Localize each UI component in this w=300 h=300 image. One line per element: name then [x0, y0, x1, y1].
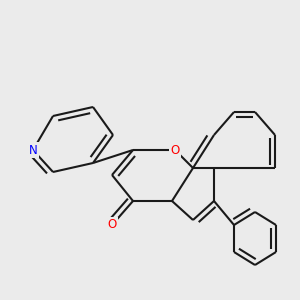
Text: O: O — [170, 143, 180, 157]
Text: N: N — [28, 143, 38, 157]
Text: O: O — [107, 218, 117, 232]
